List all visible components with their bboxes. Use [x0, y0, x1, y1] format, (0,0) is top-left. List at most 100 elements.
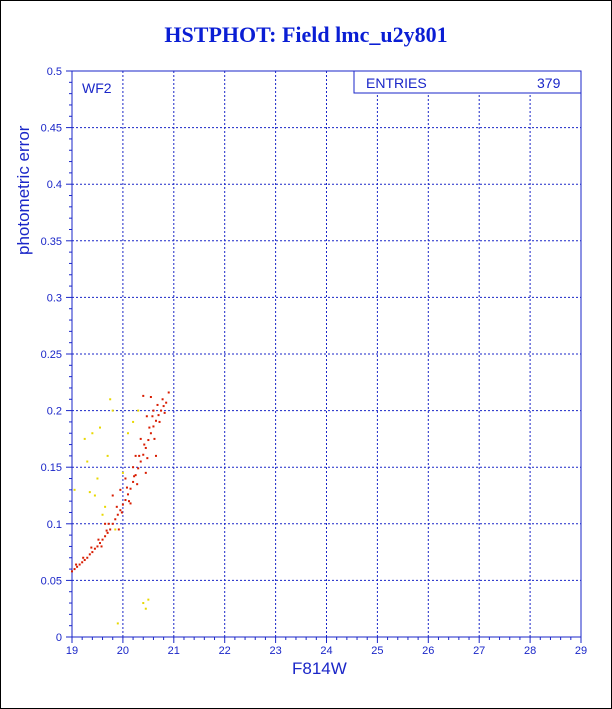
- data-point: [129, 487, 132, 490]
- data-point: [161, 398, 164, 401]
- data-point: [137, 467, 140, 470]
- y-tick-label: 0.1: [47, 519, 62, 531]
- data-point: [73, 488, 76, 491]
- data-point: [158, 420, 161, 423]
- data-point: [78, 563, 81, 566]
- data-point: [120, 511, 123, 514]
- stats-label: ENTRIES: [366, 75, 427, 91]
- data-point: [116, 513, 119, 516]
- x-tick-label: 22: [219, 645, 231, 657]
- data-point: [101, 513, 104, 516]
- data-point: [96, 545, 99, 548]
- data-point: [119, 509, 122, 512]
- data-point: [104, 505, 107, 508]
- data-point: [86, 556, 89, 559]
- data-point: [146, 457, 149, 460]
- data-point: [145, 415, 148, 418]
- data-point: [126, 493, 129, 496]
- x-tick-label: 23: [269, 645, 281, 657]
- data-point: [167, 391, 170, 394]
- axis-ticks: 19 20 21 22 23 24 25 26 27 28 29 0 0.05 0.1 0.15 0.2 0.2…: [41, 66, 588, 657]
- data-point: [98, 426, 101, 429]
- panel-annotation: WF2: [82, 80, 112, 96]
- y-tick-label: 0.3: [47, 292, 62, 304]
- y-tick-label: 0.4: [47, 179, 62, 191]
- y-tick-label: 0.05: [41, 575, 62, 587]
- data-point: [143, 443, 146, 446]
- y-axis-label: photometric error: [14, 125, 33, 255]
- data-point: [148, 426, 151, 429]
- x-tick-label: 28: [524, 645, 536, 657]
- data-point: [147, 598, 150, 601]
- data-point: [98, 542, 101, 545]
- data-point: [107, 522, 110, 525]
- data-point: [144, 607, 147, 610]
- x-tick-label: 21: [168, 645, 180, 657]
- data-point: [152, 425, 155, 428]
- data-point: [165, 401, 168, 404]
- data-point: [114, 518, 117, 521]
- data-point: [76, 565, 79, 568]
- x-tick-label: 25: [371, 645, 383, 657]
- data-point: [125, 486, 128, 489]
- data-point: [128, 500, 131, 503]
- data-point: [129, 502, 132, 505]
- grid: [72, 71, 581, 637]
- data-point: [139, 437, 142, 440]
- y-tick-label: 0.25: [41, 349, 62, 361]
- y-tick-label: 0.15: [41, 462, 62, 474]
- data-point: [124, 477, 127, 480]
- data-point: [149, 432, 152, 435]
- data-point: [119, 488, 122, 491]
- data-point: [157, 414, 160, 417]
- data-point: [134, 474, 137, 477]
- data-point: [163, 411, 166, 414]
- data-point: [138, 454, 141, 457]
- data-point: [91, 551, 94, 554]
- y-tick-label: 0.5: [47, 66, 62, 78]
- data-point: [109, 398, 112, 401]
- data-point: [152, 409, 155, 412]
- data-point: [124, 499, 127, 502]
- y-tick-label: 0.2: [47, 406, 62, 418]
- data-point: [156, 403, 159, 406]
- data-point: [83, 559, 86, 562]
- data-point: [111, 409, 114, 412]
- x-tick-label: 26: [422, 645, 434, 657]
- data-point: [104, 522, 107, 525]
- data-point: [136, 483, 139, 486]
- data-point: [144, 446, 147, 449]
- data-point: [116, 622, 119, 625]
- data-point: [104, 535, 107, 538]
- data-point: [111, 522, 114, 525]
- data-point: [142, 394, 145, 397]
- data-point: [71, 570, 73, 573]
- data-point: [106, 454, 109, 457]
- data-point: [91, 432, 94, 435]
- data-point: [162, 405, 165, 408]
- data-point: [126, 432, 129, 435]
- data-point: [137, 409, 140, 412]
- data-point: [151, 415, 154, 418]
- data-point: [117, 528, 120, 531]
- data-point: [149, 396, 152, 399]
- data-point: [75, 563, 78, 566]
- data-point: [147, 439, 150, 442]
- data-point: [105, 529, 108, 532]
- data-point: [139, 460, 142, 463]
- data-point: [88, 553, 91, 556]
- data-point: [97, 538, 100, 541]
- data-point: [101, 538, 104, 541]
- data-point: [142, 602, 145, 605]
- data-point: [144, 471, 147, 474]
- data-point: [115, 505, 118, 508]
- data-point: [106, 531, 109, 534]
- x-tick-label: 29: [575, 645, 587, 657]
- data-point: [132, 466, 135, 469]
- data-point: [88, 491, 91, 494]
- data-point: [154, 419, 157, 422]
- data-point: [93, 494, 96, 497]
- data-point: [153, 437, 156, 440]
- data-point: [96, 477, 99, 480]
